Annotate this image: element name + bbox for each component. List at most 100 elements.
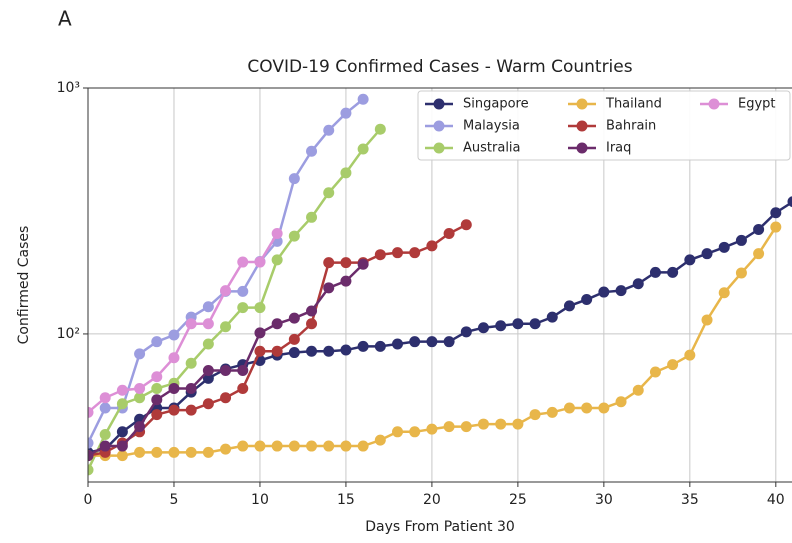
data-point (254, 256, 266, 268)
data-point (254, 302, 266, 314)
data-point (374, 123, 386, 135)
data-point (88, 406, 94, 418)
data-point (546, 406, 558, 418)
data-point (151, 409, 163, 421)
data-point (306, 211, 318, 223)
data-point (220, 443, 232, 455)
data-point (185, 404, 197, 416)
legend-label: Australia (463, 141, 521, 156)
data-point (168, 404, 180, 416)
data-point (99, 402, 111, 414)
data-point (460, 421, 472, 433)
data-point (512, 418, 524, 430)
data-point (581, 294, 593, 306)
data-point (220, 392, 232, 404)
data-point (632, 384, 644, 396)
data-point (237, 382, 249, 394)
data-point (88, 464, 94, 476)
data-point (151, 394, 163, 406)
data-point (323, 124, 335, 136)
data-point (409, 247, 421, 259)
data-point (151, 446, 163, 458)
data-point (306, 145, 318, 157)
data-point (168, 382, 180, 394)
legend-swatch-marker (576, 120, 588, 132)
data-point (271, 345, 283, 357)
data-point (271, 254, 283, 266)
data-point (237, 302, 249, 314)
data-point (340, 344, 352, 356)
data-point (202, 372, 214, 384)
data-point (684, 349, 696, 361)
legend-swatch-marker (433, 142, 445, 154)
panel-label: A (58, 7, 72, 31)
legend-label: Singapore (463, 97, 529, 112)
data-point (116, 384, 128, 396)
data-point (701, 248, 713, 260)
data-point (340, 167, 352, 179)
data-point (237, 365, 249, 377)
data-point (323, 257, 335, 269)
data-point (563, 402, 575, 414)
axes-frame (87, 87, 792, 483)
legend-label: Bahrain (606, 119, 656, 134)
legend-label: Thailand (605, 97, 662, 112)
data-point (357, 340, 369, 352)
data-point (787, 196, 792, 208)
data-point (563, 300, 575, 312)
data-point (288, 230, 300, 242)
data-point (357, 440, 369, 452)
data-point (151, 382, 163, 394)
x-tick-label: 35 (681, 492, 699, 508)
data-point (357, 258, 369, 270)
series-line (88, 98, 364, 444)
data-point (134, 392, 146, 404)
data-point (615, 396, 627, 408)
data-point (271, 440, 283, 452)
data-point (495, 418, 507, 430)
data-point (443, 228, 455, 240)
data-point (237, 256, 249, 268)
x-tick-label: 20 (423, 492, 441, 508)
data-point (288, 173, 300, 185)
plot-area (88, 93, 792, 476)
data-point (529, 318, 541, 330)
data-point (288, 440, 300, 452)
data-point (323, 345, 335, 357)
data-point (99, 440, 111, 452)
data-point (151, 371, 163, 383)
data-point (134, 446, 146, 458)
data-point (684, 254, 696, 266)
data-point (374, 434, 386, 446)
legend-swatch-marker (576, 142, 588, 154)
data-point (116, 450, 128, 462)
data-point (254, 345, 266, 357)
x-tick-label: 15 (337, 492, 355, 508)
data-point (340, 107, 352, 119)
data-point (306, 318, 318, 330)
data-point (202, 338, 214, 350)
legend-label: Malaysia (463, 119, 520, 134)
x-tick-label: 40 (767, 492, 785, 508)
data-point (667, 266, 679, 278)
chart-title: COVID-19 Confirmed Cases - Warm Countrie… (247, 57, 632, 77)
data-point (340, 275, 352, 287)
y-tick-label: 10² (57, 326, 80, 342)
data-point (598, 402, 610, 414)
data-point (185, 446, 197, 458)
data-point (271, 228, 283, 240)
legend-swatch-marker (433, 98, 445, 110)
data-point (220, 321, 232, 333)
data-point (477, 322, 489, 334)
x-axis-label: Days From Patient 30 (365, 519, 515, 535)
x-tick-label: 30 (595, 492, 613, 508)
data-point (237, 440, 249, 452)
data-point (426, 240, 438, 252)
y-axis-label: Confirmed Cases (16, 226, 32, 345)
data-point (99, 429, 111, 441)
data-point (202, 398, 214, 410)
data-point (718, 241, 730, 253)
data-point (460, 326, 472, 338)
data-point (357, 93, 369, 105)
data-point (116, 440, 128, 452)
